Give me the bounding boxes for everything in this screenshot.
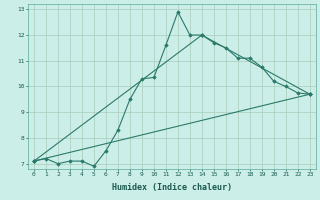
X-axis label: Humidex (Indice chaleur): Humidex (Indice chaleur)	[112, 183, 232, 192]
